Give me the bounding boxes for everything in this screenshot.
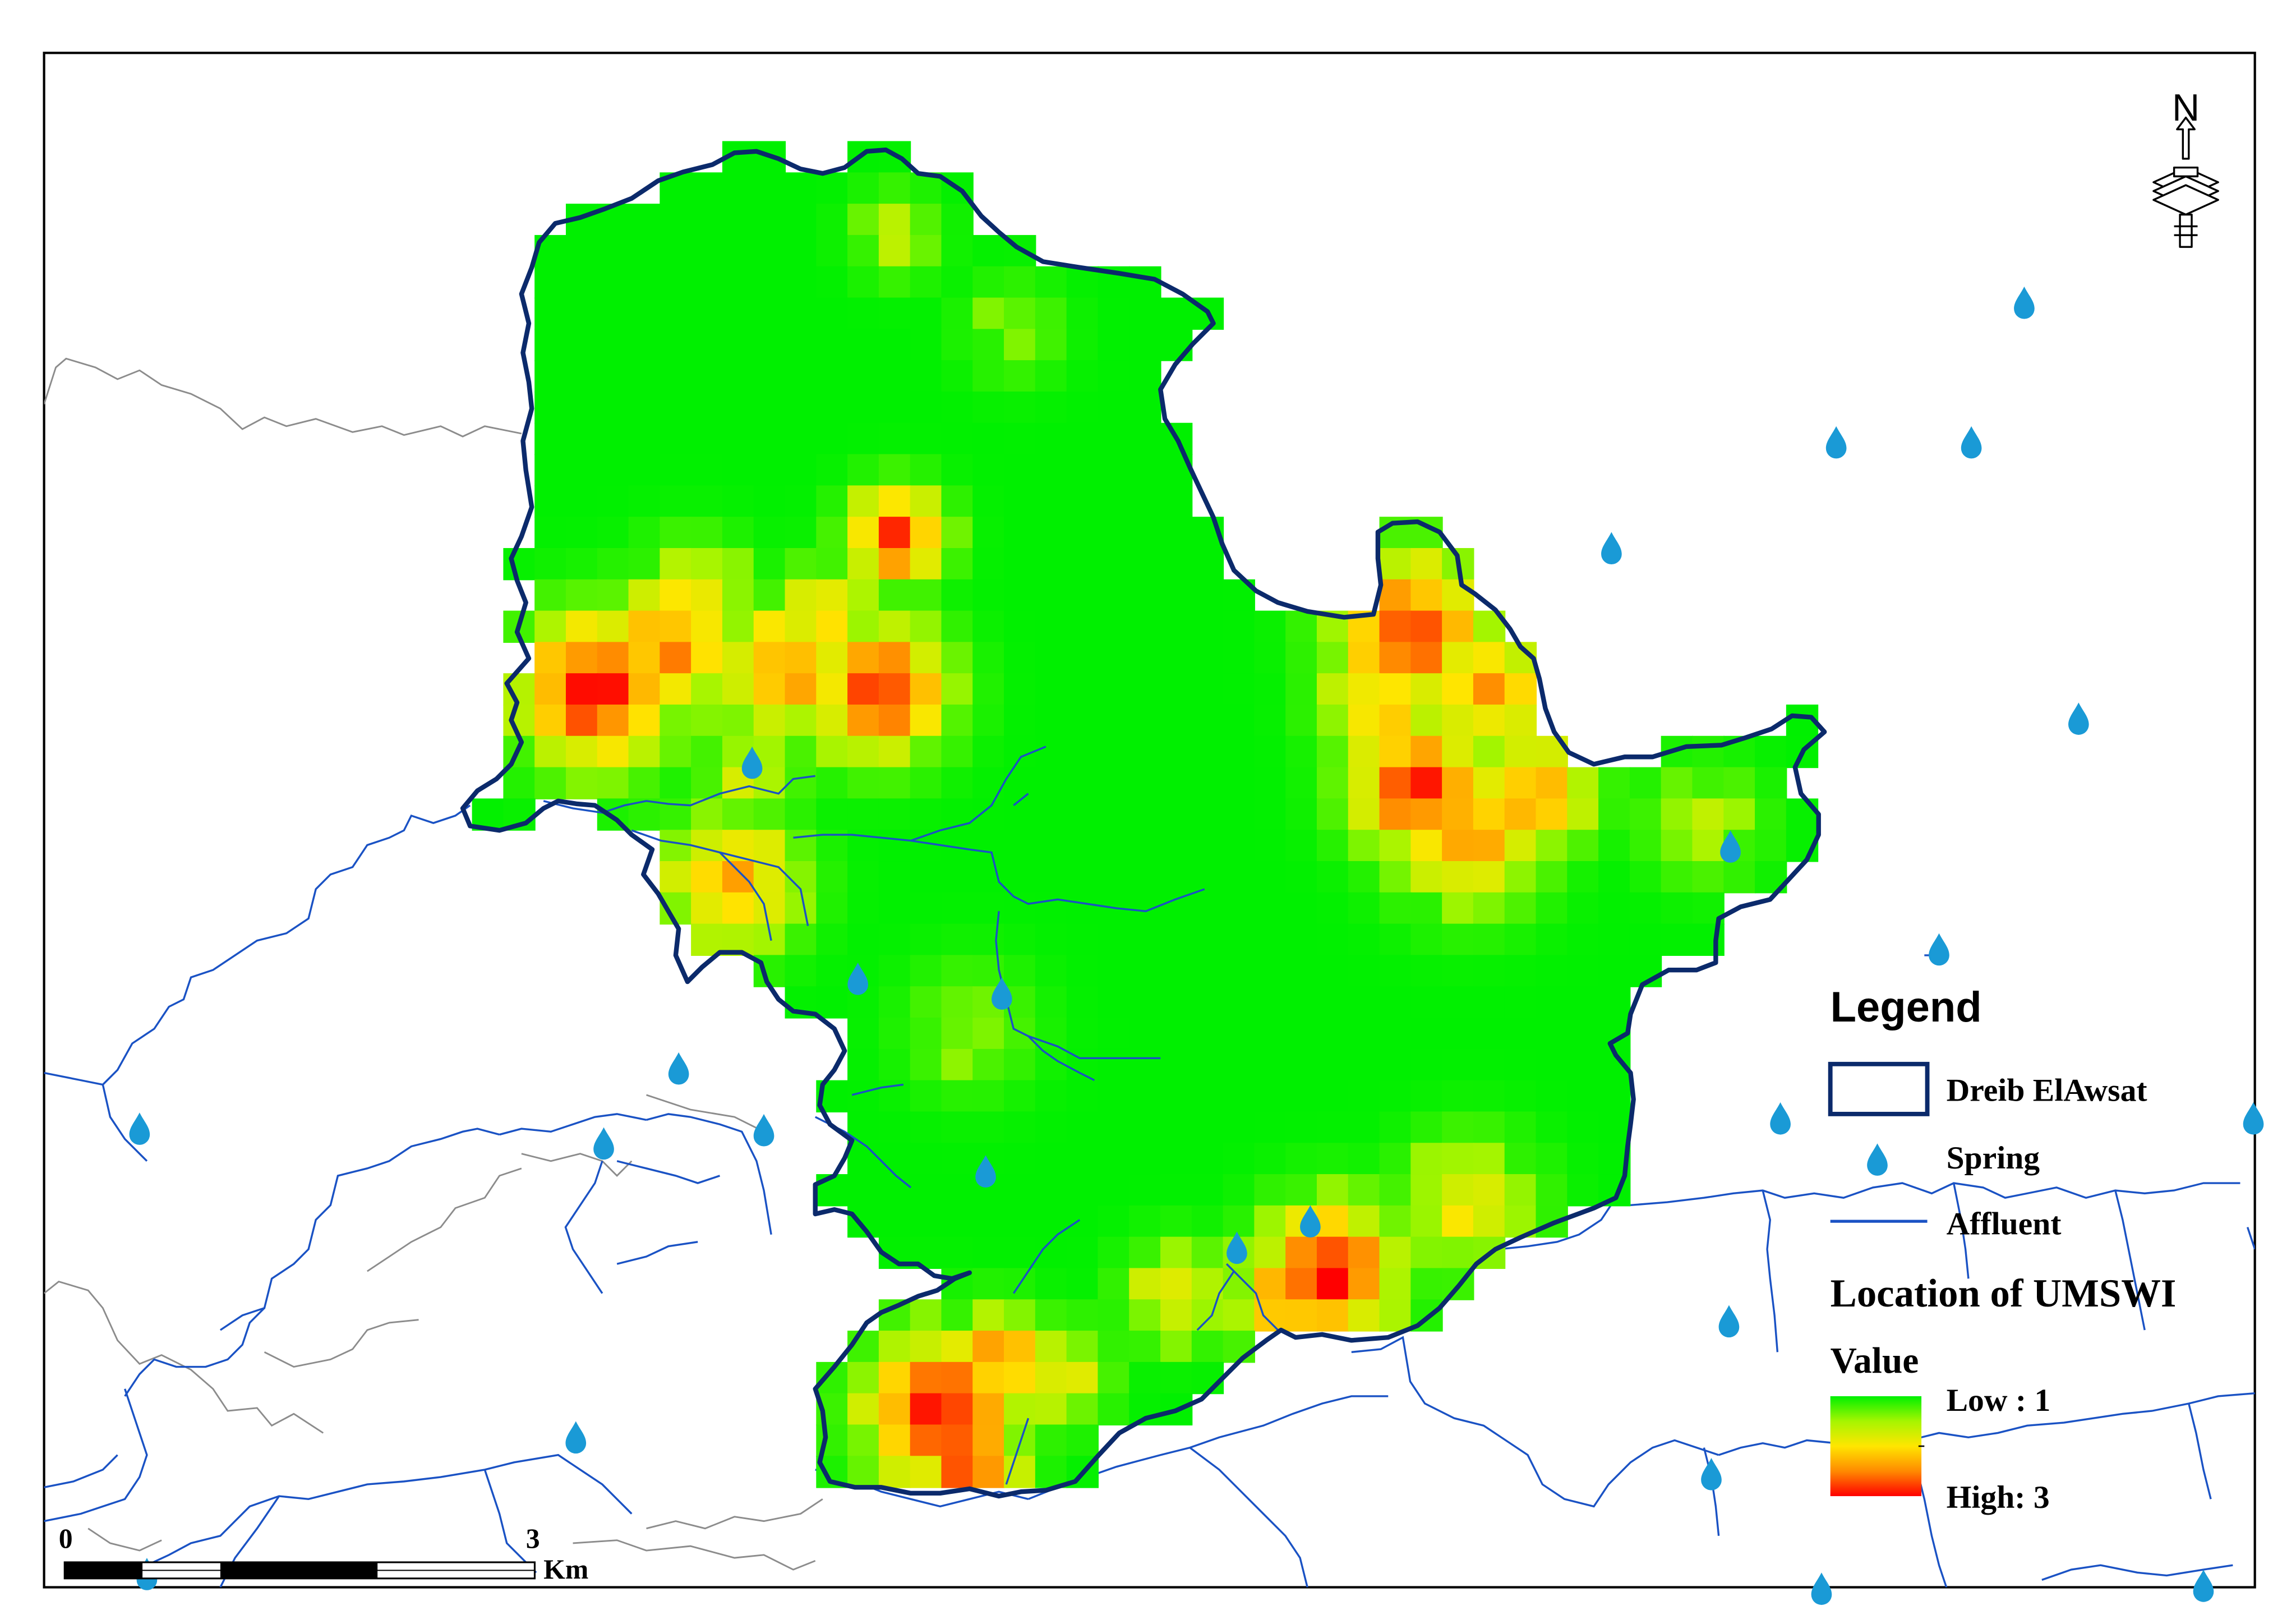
legend-title: Legend — [1831, 983, 1982, 1031]
value-label: Value — [1831, 1341, 1919, 1381]
high-value-label: High: 3 — [1947, 1480, 2050, 1515]
low-value-label: Low : 1 — [1947, 1383, 2051, 1418]
affluents-outer — [44, 804, 2255, 1588]
scale-end-label: 3 — [526, 1523, 540, 1554]
north-arrow-icon: N — [2152, 86, 2219, 248]
scale-start-label: 0 — [59, 1523, 73, 1554]
legend: Legend Dreib ElAwsat Spring Affluent Loc… — [1828, 983, 2177, 1515]
affluents-inner — [543, 746, 1293, 1485]
boundary-legend-swatch — [1828, 1061, 1930, 1116]
dreib-elawsat-boundary — [460, 148, 1827, 1499]
neighbor-boundaries — [44, 357, 823, 1571]
layer-title: Location of UMSWI — [1831, 1272, 2177, 1315]
spring-legend-label: Spring — [1947, 1140, 2040, 1176]
boundary-legend-label: Dreib ElAwsat — [1947, 1073, 2147, 1108]
value-color-ramp — [1830, 1396, 1922, 1497]
scale-bar: 0 3 Km — [59, 1523, 589, 1585]
affluent-legend-label: Affluent — [1947, 1207, 2062, 1242]
scale-unit-label: Km — [543, 1554, 588, 1585]
umswi-raster — [472, 141, 1819, 1488]
